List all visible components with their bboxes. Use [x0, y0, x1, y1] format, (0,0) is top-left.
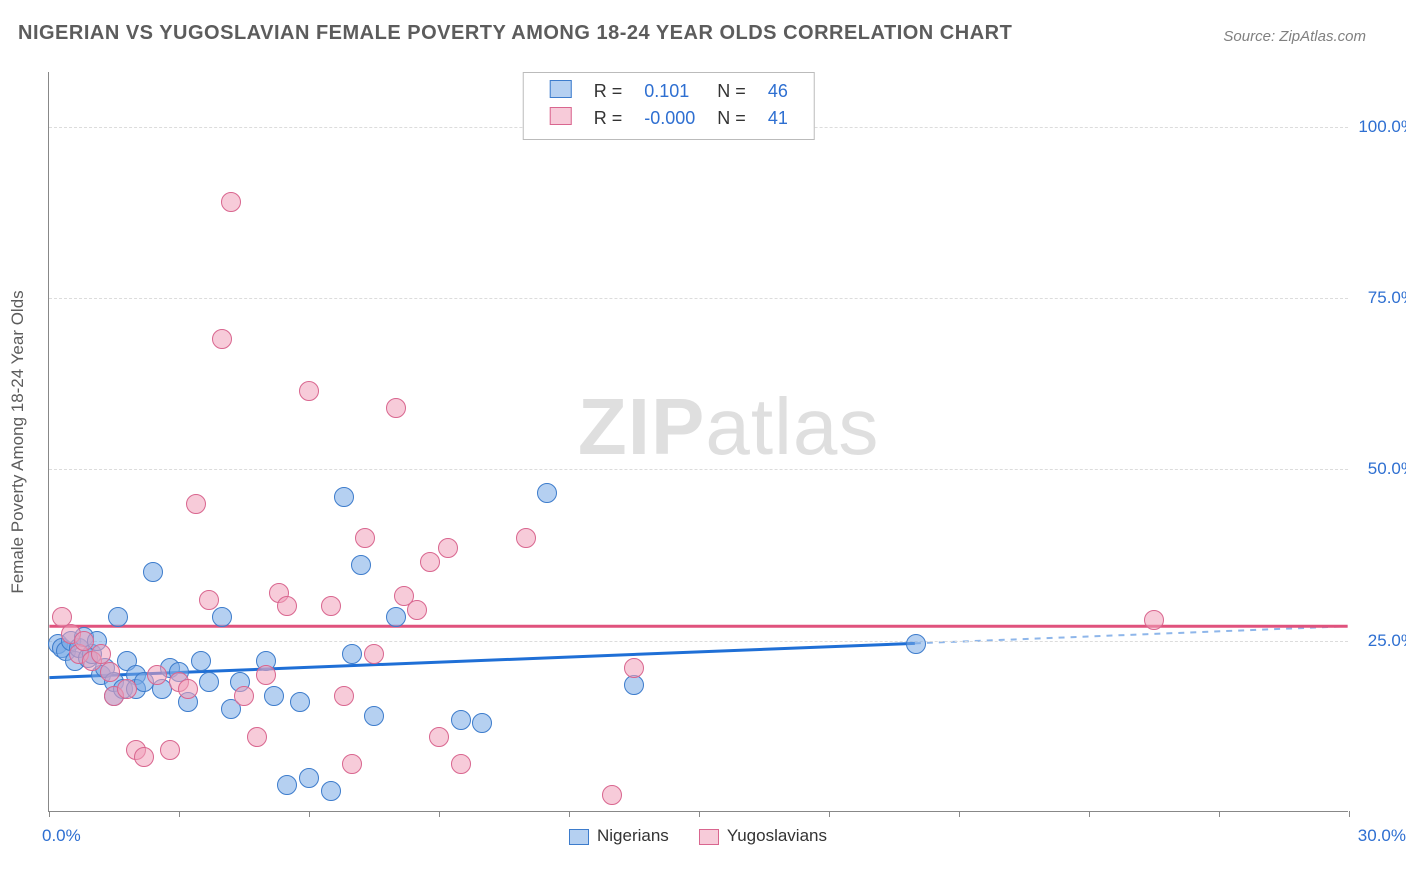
gridline [49, 641, 1348, 642]
y-axis-label: Female Poverty Among 18-24 Year Olds [8, 290, 28, 593]
stats-box: R =0.101 N =46 R =-0.000 N =41 [523, 72, 815, 140]
stats-row-yugoslavians: R =-0.000 N =41 [540, 106, 798, 131]
data-point [624, 675, 644, 695]
data-point [277, 775, 297, 795]
legend: Nigerians Yugoslavians [569, 826, 827, 846]
data-point [355, 528, 375, 548]
stats-swatch [550, 107, 572, 125]
data-point [321, 596, 341, 616]
data-point [364, 706, 384, 726]
data-point [386, 398, 406, 418]
x-tick [1219, 811, 1220, 817]
data-point [321, 781, 341, 801]
data-point [143, 562, 163, 582]
data-point [247, 727, 267, 747]
data-point [602, 785, 622, 805]
data-point [1144, 610, 1164, 630]
y-tick-label: 100.0% [1356, 117, 1406, 137]
x-tick [1089, 811, 1090, 817]
data-point [351, 555, 371, 575]
stats-swatch [550, 80, 572, 98]
data-point [212, 329, 232, 349]
data-point [134, 747, 154, 767]
legend-swatch [699, 829, 719, 845]
data-point [178, 679, 198, 699]
data-point [199, 590, 219, 610]
x-tick [829, 811, 830, 817]
data-point [290, 692, 310, 712]
plot-container: ZIPatlas 25.0%50.0%75.0%100.0% Female Po… [48, 72, 1348, 812]
y-tick-label: 75.0% [1356, 288, 1406, 308]
legend-swatch [569, 829, 589, 845]
gridline [49, 469, 1348, 470]
data-point [160, 740, 180, 760]
plot-area: ZIPatlas 25.0%50.0%75.0%100.0% [48, 72, 1348, 812]
y-tick-label: 50.0% [1356, 459, 1406, 479]
data-point [299, 768, 319, 788]
watermark: ZIPatlas [578, 381, 879, 473]
data-point [472, 713, 492, 733]
data-point [199, 672, 219, 692]
data-point [537, 483, 557, 503]
x-tick [569, 811, 570, 817]
stats-row-nigerians: R =0.101 N =46 [540, 79, 798, 104]
data-point [342, 754, 362, 774]
x-tick [49, 811, 50, 817]
data-point [186, 494, 206, 514]
source-attribution: Source: ZipAtlas.com [1223, 28, 1366, 45]
data-point [386, 607, 406, 627]
x-tick [179, 811, 180, 817]
x-axis-min-label: 0.0% [42, 826, 81, 846]
data-point [234, 686, 254, 706]
data-point [451, 754, 471, 774]
data-point [420, 552, 440, 572]
data-point [74, 631, 94, 651]
data-point [334, 487, 354, 507]
x-tick [959, 811, 960, 817]
data-point [147, 665, 167, 685]
data-point [256, 665, 276, 685]
data-point [277, 596, 297, 616]
x-tick [1349, 811, 1350, 817]
x-axis-max-label: 30.0% [1358, 826, 1406, 846]
data-point [429, 727, 449, 747]
data-point [191, 651, 211, 671]
data-point [221, 192, 241, 212]
data-point [108, 607, 128, 627]
data-point [212, 607, 232, 627]
x-tick [439, 811, 440, 817]
data-point [516, 528, 536, 548]
data-point [117, 679, 137, 699]
y-tick-label: 25.0% [1356, 631, 1406, 651]
chart-title: NIGERIAN VS YUGOSLAVIAN FEMALE POVERTY A… [18, 22, 1012, 45]
data-point [342, 644, 362, 664]
data-point [906, 634, 926, 654]
data-point [299, 381, 319, 401]
data-point [264, 686, 284, 706]
x-tick [699, 811, 700, 817]
x-tick [309, 811, 310, 817]
data-point [624, 658, 644, 678]
legend-item-nigerians: Nigerians [569, 826, 669, 846]
data-point [407, 600, 427, 620]
gridline [49, 298, 1348, 299]
legend-item-yugoslavians: Yugoslavians [699, 826, 827, 846]
data-point [438, 538, 458, 558]
data-point [451, 710, 471, 730]
data-point [364, 644, 384, 664]
data-point [334, 686, 354, 706]
data-point [100, 662, 120, 682]
